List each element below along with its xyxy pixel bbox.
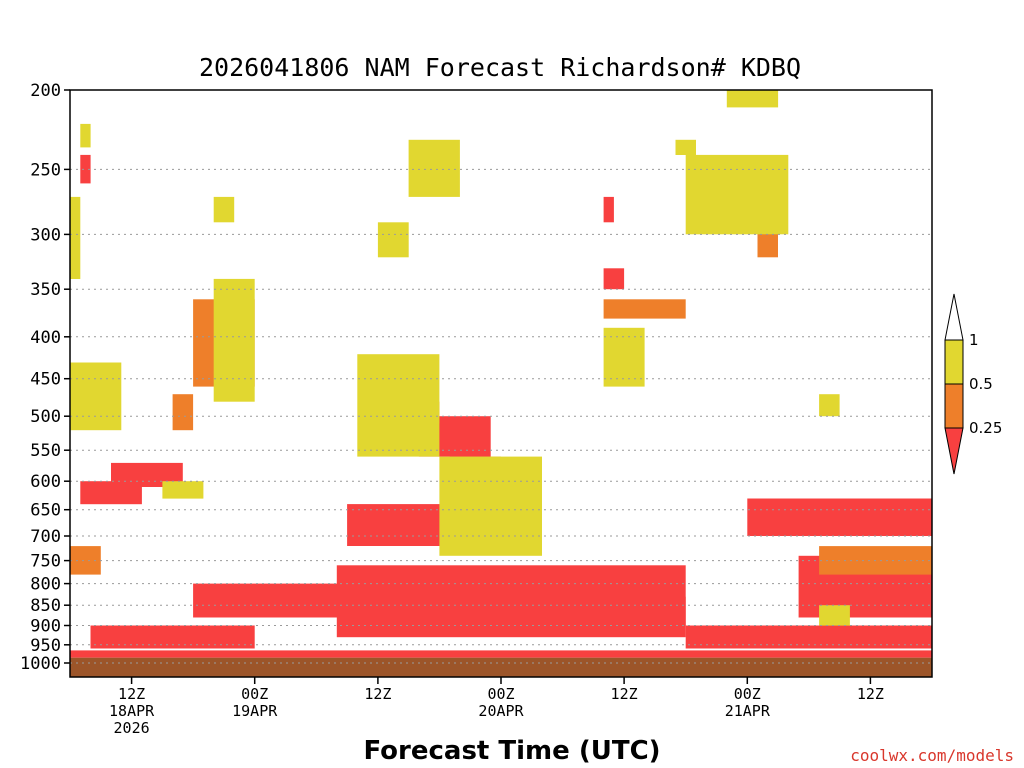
region-yellow-31: [603, 327, 645, 387]
region-red-0: [70, 650, 932, 658]
region-red-11: [80, 481, 142, 505]
region-yellow-25: [213, 278, 255, 402]
x-tick-label-3-2: 20APR: [478, 702, 524, 720]
legend-label-0: 1: [969, 331, 979, 349]
legend: 1 0.5 0.25: [944, 293, 1002, 475]
region-red-8: [347, 504, 450, 546]
legend-swatch-orange: [944, 383, 964, 429]
chart-title: 2026041806 NAM Forecast Richardson# KDBQ: [199, 53, 801, 82]
legend-swatch-yellow: [944, 339, 964, 385]
y-tick-label-850: 850: [30, 596, 61, 616]
y-tick-label-550: 550: [30, 441, 61, 461]
region-red-4: [480, 596, 686, 626]
y-tick-label-450: 450: [30, 370, 61, 390]
y-tick-label-200: 200: [30, 81, 61, 101]
legend-arrow-bottom: [944, 427, 964, 475]
x-axis-label: Forecast Time (UTC): [363, 736, 660, 766]
region-yellow-35: [213, 196, 235, 223]
region-yellow-36: [80, 123, 91, 148]
region-red-15: [80, 154, 91, 184]
y-tick-label-250: 250: [30, 160, 61, 180]
x-tick-label-4-1: 12Z: [611, 685, 638, 703]
y-tick-label-1000: 1000: [20, 654, 61, 674]
y-tick-label-500: 500: [30, 407, 61, 427]
y-tick-label-900: 900: [30, 617, 61, 637]
y-tick-label-750: 750: [30, 552, 61, 572]
x-tick-label-6-1: 12Z: [857, 685, 884, 703]
y-tick-label-400: 400: [30, 328, 61, 348]
x-tick-label-1-2: 19APR: [232, 702, 278, 720]
region-red-13: [603, 196, 614, 223]
plot-area: [70, 90, 932, 677]
y-tick-label-300: 300: [30, 225, 61, 245]
x-tick-label-2-1: 12Z: [364, 685, 391, 703]
region-red-1: [90, 625, 255, 649]
credit-text: coolwx.com/models: [850, 746, 1014, 765]
x-tick-label-0-2: 18APR: [109, 702, 155, 720]
data-regions: [70, 90, 932, 658]
x-tick-label-0-3: 2026: [114, 719, 150, 737]
region-yellow-34: [675, 139, 696, 155]
region-yellow-28: [439, 456, 542, 556]
x-tick-label-5-1: 00Z: [734, 685, 761, 703]
region-yellow-27: [357, 354, 440, 457]
x-tick-label-1-1: 00Z: [241, 685, 268, 703]
y-tick-label-600: 600: [30, 472, 61, 492]
x-tick-label-0-1: 12Z: [118, 685, 145, 703]
region-yellow-32: [685, 154, 789, 235]
y-tick-label-950: 950: [30, 636, 61, 656]
region-red-12: [603, 268, 625, 290]
region-yellow-37: [70, 196, 81, 279]
legend-label-2: 0.25: [969, 419, 1002, 437]
region-yellow-29: [408, 139, 460, 197]
region-yellow-40: [819, 394, 840, 417]
y-tick-label-650: 650: [30, 501, 61, 521]
x-tick-label-5-2: 21APR: [725, 702, 771, 720]
region-orange-17: [172, 394, 194, 431]
ground-band: [70, 657, 932, 677]
region-yellow-39: [819, 605, 850, 626]
y-tick-label-800: 800: [30, 575, 61, 595]
y-axis: 200 250 300 350 400 450 500 550 600 650 700 750 8008…: [20, 81, 70, 674]
region-yellow-26: [70, 362, 122, 431]
region-yellow-38: [162, 481, 204, 499]
y-tick-label-700: 700: [30, 527, 61, 547]
region-yellow-30: [377, 222, 409, 258]
legend-label-1: 0.5: [969, 375, 993, 393]
region-orange-20: [603, 299, 686, 319]
x-tick-label-3-1: 00Z: [487, 685, 514, 703]
region-red-5: [685, 625, 932, 649]
region-yellow-33: [726, 90, 779, 108]
region-red-7: [747, 498, 932, 536]
region-orange-23: [70, 546, 101, 575]
y-tick-label-350: 350: [30, 280, 61, 300]
